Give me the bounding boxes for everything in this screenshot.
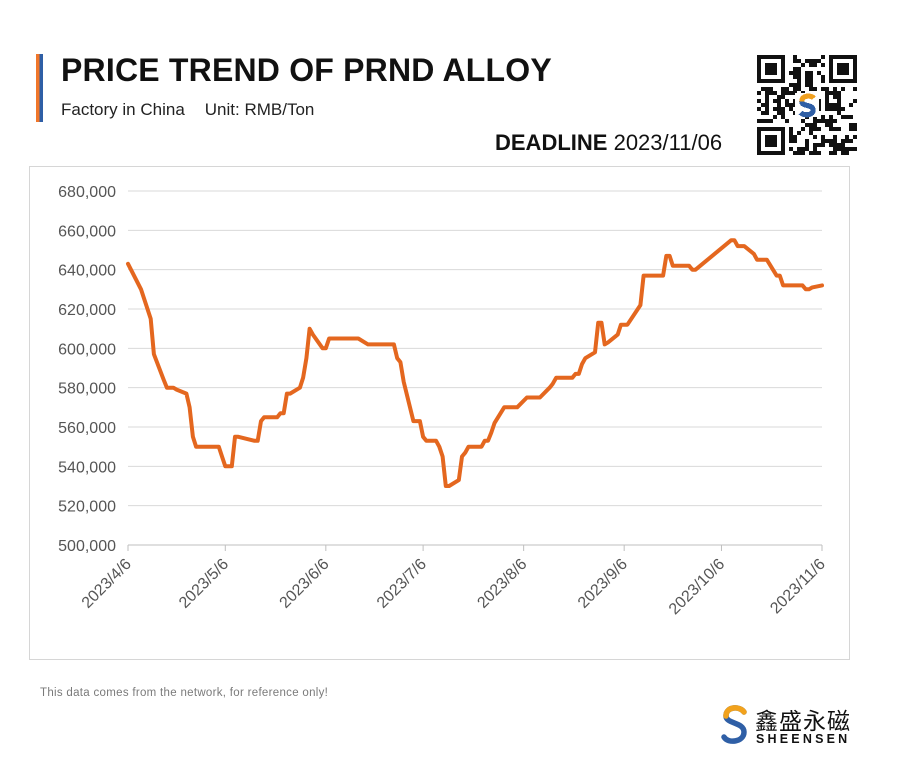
y-tick-label: 580,000 bbox=[58, 381, 116, 398]
disclaimer-note: This data comes from the network, for re… bbox=[40, 687, 329, 699]
y-tick-label: 500,000 bbox=[58, 538, 116, 555]
y-tick-label: 660,000 bbox=[58, 223, 116, 240]
x-tick-label: 2023/7/6 bbox=[374, 556, 430, 612]
brand-logo: 鑫盛永磁 SHEENSEN bbox=[720, 702, 860, 748]
x-tick-label: 2023/9/6 bbox=[575, 556, 631, 612]
deadline-label: DEADLINE bbox=[495, 130, 608, 155]
x-tick-label: 2023/5/6 bbox=[176, 556, 232, 612]
deadline: DEADLINE 2023/11/06 bbox=[495, 130, 722, 156]
y-tick-label: 680,000 bbox=[58, 184, 116, 201]
brand-name-cn: 鑫盛永磁 bbox=[755, 708, 851, 734]
subtitle: Factory in China Unit: RMB/Ton bbox=[61, 100, 314, 120]
price-line-chart: 500,000 520,000 540,000 560,000 580,000 600,0… bbox=[58, 184, 829, 618]
subtitle-source: Factory in China bbox=[61, 100, 185, 119]
y-tick-label: 600,000 bbox=[58, 341, 116, 358]
x-tick-label: 2023/11/6 bbox=[767, 556, 829, 618]
x-tick-label: 2023/4/6 bbox=[79, 556, 135, 612]
title-accent-bar bbox=[36, 54, 43, 122]
x-tick-label: 2023/10/6 bbox=[666, 556, 728, 618]
x-tick-label: 2023/6/6 bbox=[277, 556, 333, 612]
y-tick-label: 560,000 bbox=[58, 420, 116, 437]
price-series-line bbox=[126, 238, 824, 488]
deadline-date: 2023/11/06 bbox=[613, 130, 723, 155]
page-title: PRICE TREND OF PRND ALLOY bbox=[61, 52, 552, 88]
sheensen-logo-icon bbox=[721, 705, 747, 744]
brand-name-en: SHEENSEN bbox=[756, 732, 851, 746]
y-tick-label: 540,000 bbox=[58, 459, 116, 476]
qr-code-icon bbox=[757, 55, 857, 155]
x-tick-label: 2023/8/6 bbox=[474, 556, 530, 612]
chart-panel: 500,000 520,000 540,000 560,000 580,000 600,0… bbox=[29, 166, 850, 660]
y-tick-label: 520,000 bbox=[58, 499, 116, 516]
subtitle-unit: Unit: RMB/Ton bbox=[204, 100, 315, 119]
y-tick-label: 620,000 bbox=[58, 302, 116, 319]
y-tick-label: 640,000 bbox=[58, 263, 116, 280]
